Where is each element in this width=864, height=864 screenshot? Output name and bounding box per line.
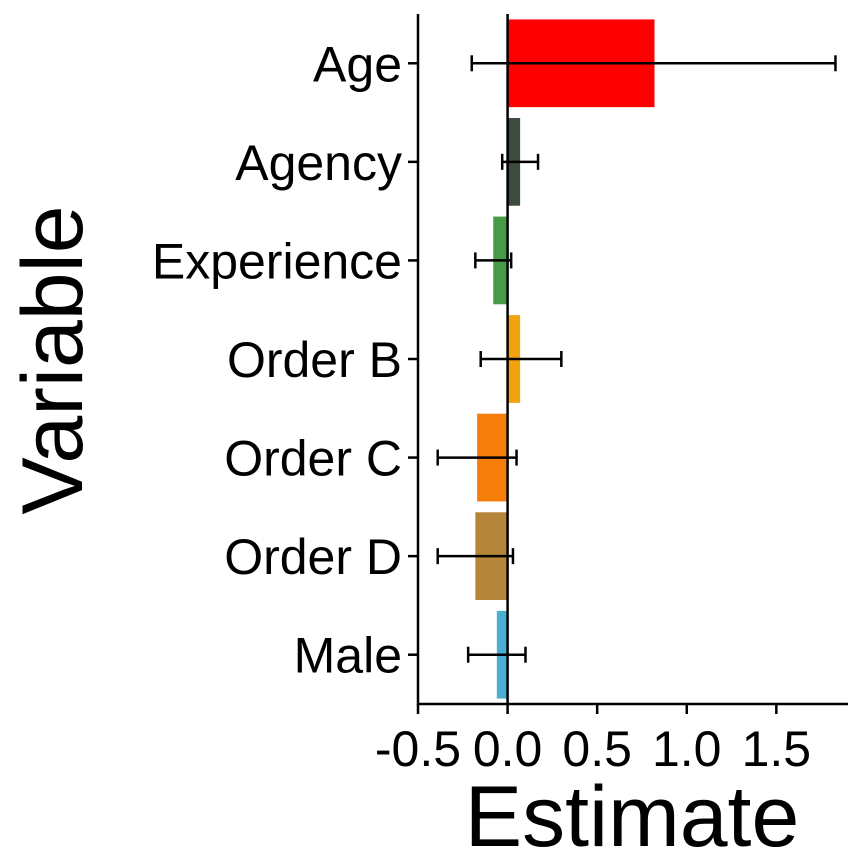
x-tick-label: -0.5 [375,721,461,777]
y-category-label: Experience [152,233,402,289]
y-category-label: Agency [235,135,402,191]
x-axis-title: Estimate [465,769,800,864]
y-axis-title: Variable [5,205,101,514]
x-tick-label: 1.0 [652,721,722,777]
y-category-label: Order D [224,529,402,585]
y-category-label: Order B [227,332,402,388]
y-category-labels: Age Agency Experience Order B Order C Order D… [152,36,402,683]
y-category-label: Male [294,628,402,684]
x-tick-label: 1.5 [742,721,812,777]
y-category-label: Age [313,36,402,92]
y-category-label: Order C [224,431,402,487]
x-tick-label: 0.0 [473,721,543,777]
x-tick-label: 0.5 [562,721,632,777]
x-tick-labels: -0.5 0.0 0.5 1.0 1.5 [375,721,811,777]
